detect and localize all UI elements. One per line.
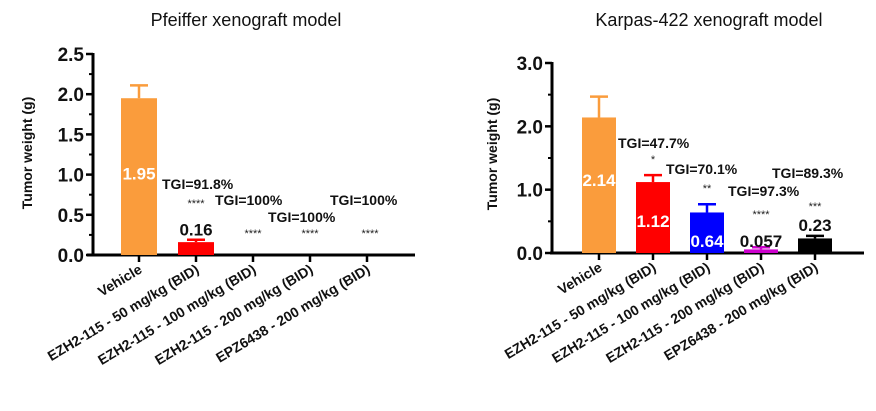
bar-value-label-karpas: 2.14 — [582, 171, 616, 190]
bar-karpas — [636, 182, 670, 253]
y-tick-label-karpas: 3.0 — [517, 54, 543, 75]
chart-title-karpas: Karpas-422 xenograft model — [595, 10, 822, 30]
y-tick-label-pfeiffer: 1.5 — [58, 125, 85, 146]
y-tick-label-karpas: 0.0 — [517, 244, 543, 265]
tgi-annotation-pfeiffer: TGI=100% — [215, 192, 283, 208]
y-tick-label-pfeiffer: 0.5 — [58, 206, 85, 227]
bar-pfeiffer — [121, 98, 157, 255]
bar-karpas — [690, 212, 724, 253]
y-tick-label-karpas: 2.0 — [517, 117, 543, 138]
y-axis-label-karpas: Tumor weight (g) — [484, 98, 500, 211]
tgi-annotation-pfeiffer: TGI=100% — [330, 192, 398, 208]
bar-value-label-karpas: 0.057 — [740, 232, 783, 251]
significance-stars-karpas: **** — [752, 209, 770, 221]
tgi-annotation-karpas: TGI=70.1% — [666, 161, 738, 177]
bar-value-label-pfeiffer: 0.16 — [179, 221, 212, 240]
tgi-annotation-karpas: TGI=97.3% — [728, 183, 800, 199]
chart-title-pfeiffer: Pfeiffer xenograft model — [151, 10, 342, 30]
tgi-annotation-karpas: TGI=47.7% — [618, 135, 690, 151]
significance-stars-karpas: ** — [703, 183, 712, 195]
bar-karpas — [582, 117, 616, 253]
y-tick-label-karpas: 1.0 — [517, 181, 543, 202]
significance-stars-pfeiffer: **** — [244, 228, 262, 240]
y-tick-label-pfeiffer: 2.5 — [58, 45, 85, 66]
significance-stars-pfeiffer: **** — [301, 228, 319, 240]
tgi-annotation-pfeiffer: TGI=91.8% — [162, 176, 234, 192]
bar-value-label-karpas: 0.23 — [798, 216, 831, 235]
bar-pfeiffer — [178, 242, 214, 255]
bar-value-label-karpas: 1.12 — [636, 212, 669, 231]
bar-karpas — [744, 249, 778, 253]
y-tick-label-pfeiffer: 2.0 — [58, 85, 84, 106]
significance-stars-karpas: *** — [809, 201, 823, 213]
bar-value-label-karpas: 0.64 — [690, 232, 724, 251]
y-axis-label-pfeiffer: Tumor weight (g) — [19, 97, 35, 210]
y-tick-label-pfeiffer: 0.0 — [58, 246, 84, 267]
bar-karpas — [798, 238, 832, 253]
significance-stars-pfeiffer: **** — [187, 198, 205, 210]
tgi-annotation-karpas: TGI=89.3% — [772, 165, 844, 181]
y-tick-label-pfeiffer: 1.0 — [58, 166, 84, 187]
significance-stars-karpas: * — [651, 154, 656, 166]
tgi-annotation-pfeiffer: TGI=100% — [268, 209, 336, 225]
significance-stars-pfeiffer: **** — [361, 228, 379, 240]
bar-value-label-pfeiffer: 1.95 — [122, 165, 155, 184]
